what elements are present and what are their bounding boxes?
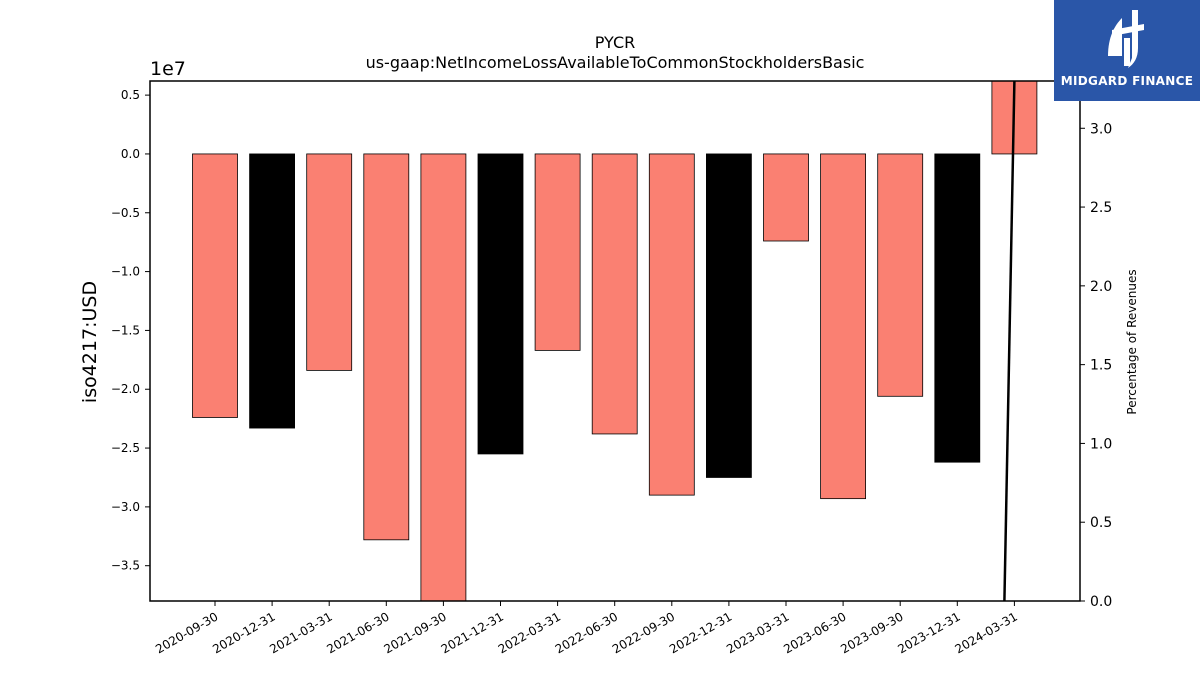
x-tick-label: 2021-06-30: [324, 609, 391, 656]
bar-2020-09-30: [192, 153, 238, 418]
midgard-logo-icon: [1108, 10, 1144, 68]
x-tick-label: 2023-03-31: [724, 609, 791, 656]
y-offset-label: 1e7: [150, 58, 186, 80]
x-tick-label: 2022-06-30: [553, 609, 620, 656]
y-tick-label: 0.0: [121, 147, 140, 161]
chart-title: PYCR: [595, 33, 635, 52]
x-tick-label: 2023-09-30: [838, 609, 905, 656]
y2-tick-label: 0.5: [1090, 515, 1112, 531]
bar-2023-09-30: [877, 153, 924, 397]
logo-text: MIDGARD FINANCE: [1060, 74, 1194, 88]
y2-tick-label: 1.0: [1090, 436, 1112, 452]
y2-axis-label: Percentage of Revenues: [1125, 269, 1139, 414]
bar-2021-06-30: [363, 153, 410, 541]
bar-2023-12-31: [934, 153, 981, 463]
bar-2022-09-30: [648, 153, 695, 496]
x-tick-label: 2022-12-31: [667, 609, 734, 656]
y2-tick-label: 2.0: [1090, 279, 1112, 295]
x-tick-label: 2020-09-30: [153, 609, 220, 656]
x-tick-label: 2021-12-31: [439, 609, 506, 656]
bar-2023-03-31: [763, 153, 809, 242]
x-tick-label: 2021-03-31: [267, 609, 334, 656]
y2-tick-label: 0.0: [1090, 594, 1112, 610]
y-axis-label: iso4217:USD: [79, 281, 101, 403]
bar-2022-06-30: [591, 153, 638, 435]
x-tick-label: 2022-03-31: [496, 609, 563, 656]
bar-2022-03-31: [534, 153, 581, 351]
x-tick-label: 2023-12-31: [895, 609, 962, 656]
bar-2021-03-31: [306, 153, 353, 371]
chart-subtitle: us-gaap:NetIncomeLossAvailableToCommonSt…: [366, 53, 865, 72]
x-tick-label: 2021-09-30: [381, 609, 448, 656]
bar-2023-06-30: [820, 153, 866, 500]
y2-tick-label: 2.5: [1090, 200, 1112, 216]
x-tick-label: 2020-12-31: [210, 609, 277, 656]
y2-tick-label: 3.0: [1090, 121, 1112, 137]
bar-2020-12-31: [249, 153, 296, 429]
x-tick-label: 2024-03-31: [952, 609, 1019, 656]
y-tick-label: −1.0: [111, 265, 140, 279]
y-tick-label: −1.5: [111, 323, 140, 337]
logo: MIDGARD FINANCE: [1054, 0, 1200, 101]
plot-frame: [149, 80, 1081, 602]
y-tick-label: −0.5: [111, 206, 140, 220]
bar-2021-12-31: [477, 153, 524, 455]
y-tick-label: −2.5: [111, 441, 140, 455]
x-tick-label: 2022-09-30: [610, 609, 677, 656]
y-tick-label: 0.5: [121, 88, 140, 102]
bar-2022-12-31: [706, 153, 752, 478]
y-tick-label: −3.0: [111, 500, 140, 514]
bar-2021-09-30: [420, 153, 467, 602]
y-tick-label: −3.5: [111, 559, 140, 573]
y-tick-label: −2.0: [111, 382, 140, 396]
percentage-of-revenues-line: [1003, 80, 1016, 602]
x-tick-label: 2023-06-30: [781, 609, 848, 656]
y2-tick-label: 1.5: [1090, 358, 1112, 374]
